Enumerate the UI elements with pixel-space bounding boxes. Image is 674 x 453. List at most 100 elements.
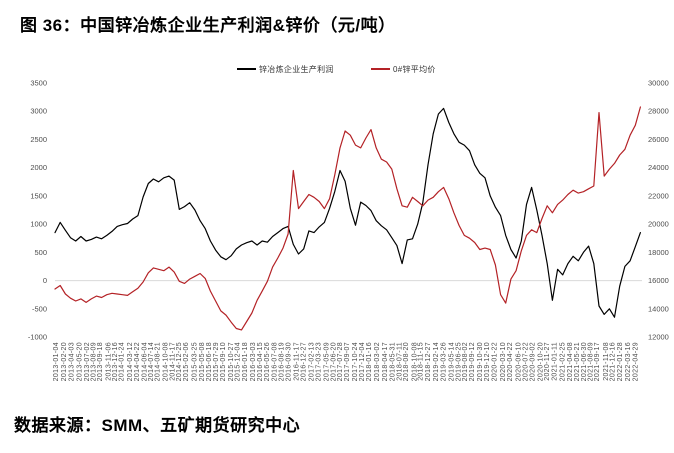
profit-line-swatch-icon	[237, 68, 256, 70]
y-axis-label-left: 2500	[30, 135, 47, 144]
x-axis-label: 2014-06-04	[141, 342, 148, 381]
x-axis-label: 2021-01-11	[552, 342, 559, 381]
x-axis-label: 2019-10-30	[477, 342, 484, 381]
x-axis-label: 2018-04-17	[382, 342, 389, 381]
y-axis-label-left: 3000	[30, 107, 47, 116]
x-axis-label: 2017-05-09	[323, 342, 330, 381]
x-axis-label: 2014-10-08	[163, 342, 170, 381]
x-axis-label: 2020-07-22	[523, 342, 530, 381]
x-axis-label: 2020-06-10	[515, 342, 522, 381]
x-axis-label: 2020-11-27	[544, 342, 551, 381]
x-axis-label: 2019-05-14	[449, 342, 456, 381]
x-axis-label: 2022-03-16	[625, 342, 632, 381]
x-axis-label: 2015-09-10	[220, 342, 227, 381]
x-axis-label: 2016-08-19	[279, 342, 286, 381]
x-axis-label: 2022-01-28	[617, 342, 624, 381]
chart-title: 图 36：中国锌冶炼企业生产利润&锌价（元/吨）	[20, 16, 396, 35]
x-axis-label: 2016-07-08	[272, 342, 279, 381]
y-axis-label-right: 20000	[648, 220, 669, 229]
x-axis-label: 2014-08-21	[155, 342, 162, 381]
x-axis-label: 2014-12-25	[176, 342, 183, 381]
x-axis-label: 2018-08-20	[403, 342, 410, 381]
y-axis-label-right: 28000	[648, 107, 669, 116]
price-line	[54, 106, 642, 331]
x-axis-label: 2015-02-06	[183, 342, 190, 381]
x-axis-label: 2016-09-30	[286, 342, 293, 381]
x-axis-label: 2020-01-22	[491, 342, 498, 381]
chart-plot: 3500 3000 2500 2000 1500 1000 500 0 -500 -1000 300…	[28, 79, 669, 382]
x-axis-label: 2018-11-15	[418, 342, 425, 381]
x-axis-label: 2017-03-23	[315, 342, 322, 381]
x-axis-label: 2014-04-22	[134, 342, 141, 381]
x-axis-label: 2017-07-28	[337, 342, 344, 381]
x-axis-label: 2013-09-18	[97, 342, 104, 381]
x-axis-label: 2018-12-27	[425, 342, 432, 381]
y-axis-label-left: 3500	[30, 79, 47, 88]
y-axis-label-right: 22000	[648, 191, 669, 200]
x-axis-label: 2015-05-08	[199, 342, 206, 381]
legend-label-price: 0#锌平均价	[393, 64, 436, 74]
x-axis-label: 2018-05-31	[389, 342, 396, 381]
x-axis-label: 2021-04-08	[567, 342, 574, 381]
x-axis-label: 2014-07-14	[148, 342, 155, 381]
y-axis-label-right: 16000	[648, 276, 669, 285]
y-axis-label-left: 1000	[30, 220, 47, 229]
source-note: 数据来源：SMM、五矿期货研究中心	[14, 416, 301, 435]
x-axis-label: 2021-09-17	[594, 342, 601, 381]
x-axis-label: 2019-12-10	[484, 342, 491, 381]
x-axis-label: 2021-12-16	[610, 342, 617, 381]
legend-label-profit: 锌冶炼企业生产利润	[259, 64, 334, 74]
x-axis-label: 2017-09-07	[344, 342, 351, 381]
y-axis-label-right: 30000	[648, 79, 669, 88]
y-axis-label-left: 0	[43, 276, 47, 285]
y-axis-label-left: -500	[32, 304, 47, 313]
x-axis-label: 2019-03-26	[440, 342, 447, 381]
x-axis-label: 2014-01-24	[119, 342, 126, 381]
x-axis-label: 2016-04-15	[257, 342, 264, 381]
x-axis-label: 2018-07-11	[396, 342, 403, 381]
x-axis-label: 2015-10-27	[228, 342, 235, 381]
x-axis-label: 2018-10-08	[411, 342, 418, 381]
x-axis-label: 2013-01-04	[53, 342, 60, 381]
x-axis-label: 2017-10-24	[352, 342, 359, 381]
x-axis-label: 2016-11-17	[294, 342, 301, 381]
legend-item-price: 0#锌平均价	[371, 62, 436, 76]
x-axis-label: 2013-08-09	[90, 342, 97, 381]
x-axis-label: 2013-07-02	[84, 342, 91, 381]
x-axis-label: 2020-09-02	[530, 342, 537, 381]
x-axis-label: 2013-12-16	[112, 342, 119, 381]
x-axis-label: 2016-01-18	[242, 342, 249, 381]
y-axis-label-right: 26000	[648, 135, 669, 144]
x-axis-label: 2014-11-17	[169, 342, 176, 381]
legend-item-profit: 锌冶炼企业生产利润	[237, 62, 334, 76]
x-axis-label: 2013-05-20	[77, 342, 84, 381]
x-axis-label: 2021-02-25	[559, 342, 566, 381]
x-axis-label: 2013-02-20	[61, 342, 68, 381]
y-axis-label-left: 1500	[30, 191, 47, 200]
y-axis-label-right: 18000	[648, 248, 669, 257]
x-axis-label: 2019-06-25	[456, 342, 463, 381]
x-axis-label: 2019-09-12	[469, 342, 476, 381]
x-axis-label: 2017-12-04	[359, 342, 366, 381]
x-axis-label: 2021-08-09	[588, 342, 595, 381]
x-axis-label: 2018-01-16	[366, 342, 373, 381]
x-axis-label: 2020-04-22	[507, 342, 514, 381]
y-axis-label-right: 12000	[648, 333, 669, 342]
x-axis-label: 2014-03-12	[127, 342, 134, 381]
x-axis-label: 2019-08-02	[462, 342, 469, 381]
x-axis-label: 2015-06-18	[206, 342, 213, 381]
x-axis-label: 2020-10-20	[538, 342, 545, 381]
x-axis-label: 2020-03-10	[500, 342, 507, 381]
x-axis-label: 2013-04-03	[69, 342, 76, 381]
x-axis-label: 2018-03-02	[374, 342, 381, 381]
y-axis-label-left: -1000	[28, 333, 47, 342]
x-axis-label: 2017-06-20	[331, 342, 338, 381]
x-axis-label: 2021-05-21	[574, 342, 581, 381]
x-axis-label: 2013-11-06	[105, 342, 112, 381]
y-axis-label-right: 24000	[648, 163, 669, 172]
x-axis-label: 2015-03-25	[191, 342, 198, 381]
x-axis-label: 2017-02-13	[309, 342, 316, 381]
x-axis-label: 2015-12-04	[235, 342, 242, 381]
y-axis-label-left: 2000	[30, 163, 47, 172]
price-line-swatch-icon	[371, 68, 390, 70]
